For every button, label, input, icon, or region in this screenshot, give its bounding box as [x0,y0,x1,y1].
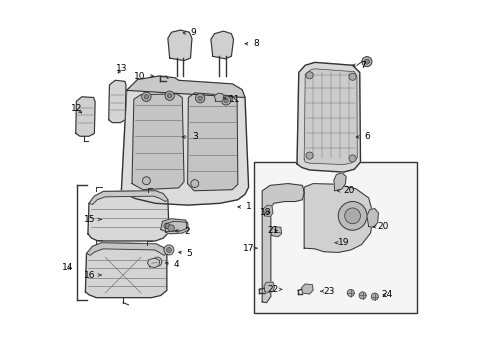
Polygon shape [264,205,273,217]
Circle shape [165,91,174,100]
Text: 20: 20 [373,222,389,231]
Polygon shape [297,62,361,172]
Circle shape [362,57,372,67]
Polygon shape [87,243,167,255]
Polygon shape [302,284,313,294]
Text: 2: 2 [175,228,191,237]
Text: 13: 13 [116,64,127,73]
Text: 4: 4 [166,260,180,269]
Text: 15: 15 [84,215,101,224]
Text: 6: 6 [356,132,370,141]
Text: 5: 5 [179,249,192,258]
Polygon shape [88,191,169,241]
Polygon shape [270,226,282,237]
Text: 23: 23 [321,287,335,296]
Text: 1: 1 [238,202,251,211]
Text: 24: 24 [381,290,392,299]
Polygon shape [367,209,378,227]
Polygon shape [304,69,357,165]
Text: 17: 17 [243,244,257,253]
Polygon shape [168,30,192,60]
Polygon shape [85,243,167,298]
Polygon shape [89,191,168,204]
Polygon shape [262,184,304,303]
Circle shape [191,180,199,188]
Circle shape [306,72,313,79]
Text: 22: 22 [268,285,282,294]
Circle shape [347,289,354,297]
Text: 21: 21 [267,226,279,235]
Polygon shape [132,94,184,190]
Circle shape [142,92,151,102]
Text: 8: 8 [245,39,259,48]
Polygon shape [188,93,238,191]
Circle shape [306,152,313,159]
Circle shape [168,94,172,98]
Circle shape [143,177,150,185]
Circle shape [198,96,202,100]
Text: 9: 9 [183,28,196,37]
Polygon shape [304,184,373,252]
Text: 3: 3 [182,132,197,141]
Polygon shape [109,80,126,123]
Text: 7: 7 [353,61,366,70]
Circle shape [164,245,174,255]
Text: 19: 19 [335,238,349,247]
Circle shape [349,73,356,80]
Text: 18: 18 [260,208,271,217]
Polygon shape [215,93,224,102]
Text: 20: 20 [337,186,355,195]
Circle shape [168,225,174,231]
Polygon shape [211,31,234,59]
Polygon shape [161,219,187,231]
Circle shape [338,202,367,230]
Circle shape [221,96,231,105]
Polygon shape [76,97,95,136]
Polygon shape [126,76,245,98]
Polygon shape [147,258,160,267]
Polygon shape [122,78,248,205]
Circle shape [164,223,170,229]
Circle shape [344,208,361,224]
Text: 12: 12 [71,104,82,113]
Circle shape [224,98,228,103]
Text: 10: 10 [133,72,153,81]
Circle shape [196,94,205,103]
Text: 11: 11 [223,95,240,104]
Bar [254,162,417,313]
Circle shape [152,257,162,266]
Text: 16: 16 [84,270,101,279]
Polygon shape [264,282,274,293]
Polygon shape [166,221,188,234]
Circle shape [365,59,369,64]
Text: 14: 14 [62,264,73,273]
Circle shape [359,292,366,299]
Circle shape [371,293,378,300]
Circle shape [144,95,148,99]
Polygon shape [334,173,346,191]
Circle shape [349,155,356,162]
Circle shape [167,247,172,252]
